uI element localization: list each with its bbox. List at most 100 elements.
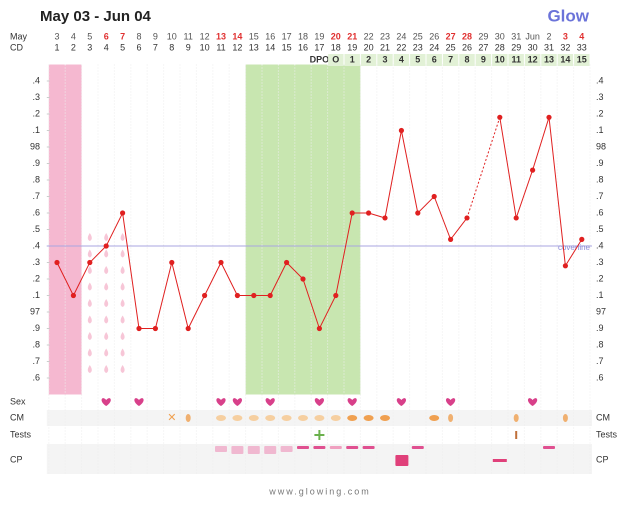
cd-label: 10: [200, 42, 210, 52]
cd-label: 1: [54, 42, 59, 52]
row-label: CM: [596, 412, 610, 422]
date-label: 26: [429, 31, 439, 41]
cd-label: 23: [413, 42, 423, 52]
date-label: 19: [314, 31, 324, 41]
y-tick-label: .5: [596, 224, 604, 234]
date-label: 3: [563, 31, 568, 41]
temperature-point: [448, 236, 454, 242]
cm-icon: [185, 414, 191, 422]
date-label: 10: [167, 31, 177, 41]
temperature-point: [382, 215, 388, 221]
temperature-point: [415, 210, 421, 216]
cd-label: 32: [560, 42, 570, 52]
cm-icon: [298, 415, 308, 421]
y-tick-label: .6: [596, 207, 604, 217]
y-tick-label: .3: [596, 257, 604, 267]
heart-icon: [216, 398, 226, 406]
dpo-cell: [524, 54, 541, 66]
cd-label: 25: [446, 42, 456, 52]
cd-label: 7: [153, 42, 158, 52]
dpo-value: 9: [481, 54, 486, 64]
heart-icon: [527, 398, 538, 406]
date-label: Jun: [525, 31, 540, 41]
date-label: 30: [495, 31, 505, 41]
y-tick-label: 98: [30, 141, 40, 151]
y-tick-label: .7: [32, 191, 40, 201]
y-tick-label: .9: [596, 158, 604, 168]
temperature-point: [431, 193, 437, 200]
temperature-point: [398, 127, 404, 134]
y-tick-label: .7: [596, 191, 604, 201]
row-label: CD: [10, 42, 23, 52]
cm-icon: [281, 415, 292, 421]
dpo-value: 13: [544, 54, 554, 64]
dpo-cell: [377, 54, 393, 66]
temperature-point: [185, 325, 191, 332]
chart-title: May 03 - Jun 04: [40, 8, 152, 25]
dpo-cell: [442, 54, 459, 66]
dpo-cell: [344, 54, 360, 66]
date-label: 15: [249, 31, 259, 41]
row-label: Sex: [10, 396, 26, 406]
temperature-point: [152, 325, 158, 332]
date-label: 9: [153, 31, 158, 41]
y-tick-label: .1: [596, 290, 604, 300]
heart-icon: [232, 398, 243, 406]
date-label: 29: [478, 31, 488, 41]
heart-icon: [347, 398, 357, 406]
spotting-drop: [120, 266, 125, 274]
y-tick-label: 97: [30, 306, 40, 316]
y-tick-label: .4: [32, 75, 40, 85]
dpo-cell: [328, 54, 344, 66]
cp-mark: [297, 446, 309, 449]
spotting-drop: [87, 299, 92, 307]
dpo-label: DPO: [310, 54, 330, 64]
y-tick-label: .9: [596, 323, 604, 333]
spotting-drop: [87, 348, 92, 357]
dpo-value: 1: [350, 54, 355, 64]
cd-label: 29: [511, 42, 521, 52]
row-label: Tests: [596, 429, 618, 439]
row-label: CM: [10, 412, 24, 422]
dpo-value: 11: [511, 54, 521, 64]
date-label: 14: [232, 31, 242, 41]
y-tick-label: .2: [32, 108, 40, 118]
y-tick-label: .2: [596, 108, 604, 118]
dpo-value: 15: [577, 54, 587, 64]
date-label: 5: [87, 31, 92, 41]
y-tick-label: .7: [32, 356, 40, 366]
dpo-cell: [410, 54, 426, 66]
cd-label: 18: [331, 42, 341, 52]
cp-mark: [395, 455, 409, 466]
dpo-value: 6: [432, 54, 437, 64]
dpo-cell: [557, 54, 574, 66]
cp-mark: [329, 446, 342, 449]
temperature-line: [499, 117, 583, 268]
temperature-point: [579, 236, 585, 242]
temperature-point: [284, 259, 290, 266]
temperature-point: [218, 259, 224, 266]
temperature-point: [530, 167, 536, 173]
date-label: 22: [364, 31, 374, 41]
cm-icon: [216, 415, 226, 421]
spotting-drop: [104, 282, 109, 291]
dpo-cell: [574, 54, 590, 66]
temperature-line: [56, 130, 468, 330]
y-tick-label: .4: [32, 240, 40, 250]
temperature-point: [202, 292, 208, 299]
cp-mark: [346, 446, 359, 449]
spotting-drop: [120, 365, 125, 373]
temperature-point: [562, 263, 569, 269]
gap-bridge: [466, 117, 501, 219]
cm-icon: [380, 415, 390, 421]
cm-icon: [347, 415, 358, 421]
y-tick-label: .4: [596, 240, 604, 250]
dpo-cell: [508, 54, 524, 66]
date-label: 24: [396, 31, 406, 41]
y-tick-label: .8: [596, 174, 604, 184]
dpo-value: 14: [560, 54, 570, 64]
spotting-drop: [104, 348, 109, 357]
spotting-drop: [104, 233, 109, 241]
test-icon: [314, 430, 325, 440]
spotting-drop: [120, 315, 125, 324]
